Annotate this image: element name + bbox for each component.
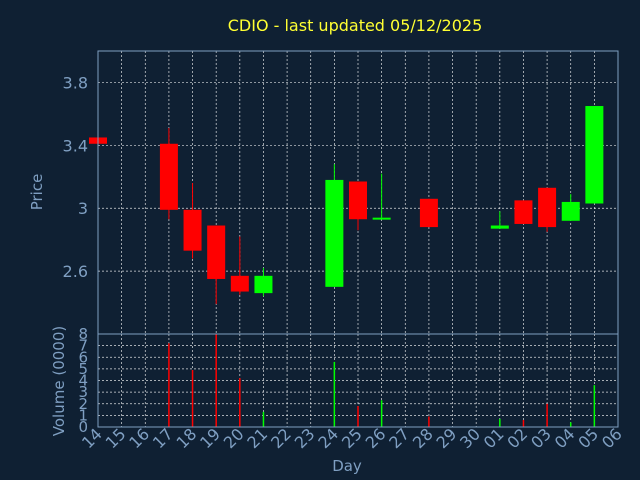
candle-body xyxy=(230,275,249,292)
candle-body xyxy=(538,187,557,228)
volume-tick-label: 7 xyxy=(78,337,88,355)
volume-tick-label: 4 xyxy=(78,372,88,390)
volume-tick-label: 5 xyxy=(78,360,88,378)
volume-bar xyxy=(215,334,217,427)
price-tick-label: 3 xyxy=(78,199,88,218)
chart-title: CDIO - last updated 05/12/2025 xyxy=(228,16,483,35)
candle-body xyxy=(207,225,226,279)
price-tick-label: 3.8 xyxy=(63,73,88,92)
volume-bar xyxy=(546,403,548,427)
volume-bar xyxy=(357,406,359,427)
volume-bar xyxy=(499,418,501,427)
volume-bar xyxy=(333,361,336,427)
candle-body xyxy=(514,200,533,224)
price-panel: 2.6 3 3.4 3.8 xyxy=(63,50,619,335)
volume-bar xyxy=(239,378,241,427)
candle-body xyxy=(325,179,344,287)
candle-body xyxy=(254,275,273,294)
volume-tick-label: 3 xyxy=(78,383,88,401)
volume-tick-label: 1 xyxy=(78,406,88,424)
candle-body xyxy=(183,209,202,251)
volume-bar xyxy=(380,400,383,427)
volume-tick-label: 8 xyxy=(78,325,88,343)
candle-body xyxy=(372,217,391,220)
volume-tick-label: 0 xyxy=(78,418,88,436)
volume-bar xyxy=(168,343,170,427)
candle-body xyxy=(159,143,178,210)
price-tick-label: 3.4 xyxy=(63,136,88,155)
volume-bar xyxy=(593,385,596,427)
volume-bar xyxy=(569,422,572,427)
candle-body xyxy=(585,106,604,204)
candle-body xyxy=(490,225,509,229)
volume-bar xyxy=(191,370,194,427)
x-axis-title: Day xyxy=(332,457,362,475)
x-tick-label: 06 xyxy=(598,424,626,452)
candle-body xyxy=(349,181,367,220)
x-axis: 1415161718192021222324252627282930010203… xyxy=(78,424,626,452)
volume-bar xyxy=(262,411,265,427)
price-axis-title: Price xyxy=(28,174,46,211)
price-tick-label: 2.6 xyxy=(63,262,88,281)
volume-bar xyxy=(428,416,430,427)
candle-body xyxy=(419,198,438,228)
volume-panel-frame xyxy=(97,333,619,428)
volume-tick-label: 2 xyxy=(78,395,88,413)
volume-bar xyxy=(522,420,525,427)
volume-axis-title: Volume (0000) xyxy=(50,326,68,436)
volume-tick-label: 6 xyxy=(78,348,88,366)
candle-body xyxy=(561,201,580,221)
